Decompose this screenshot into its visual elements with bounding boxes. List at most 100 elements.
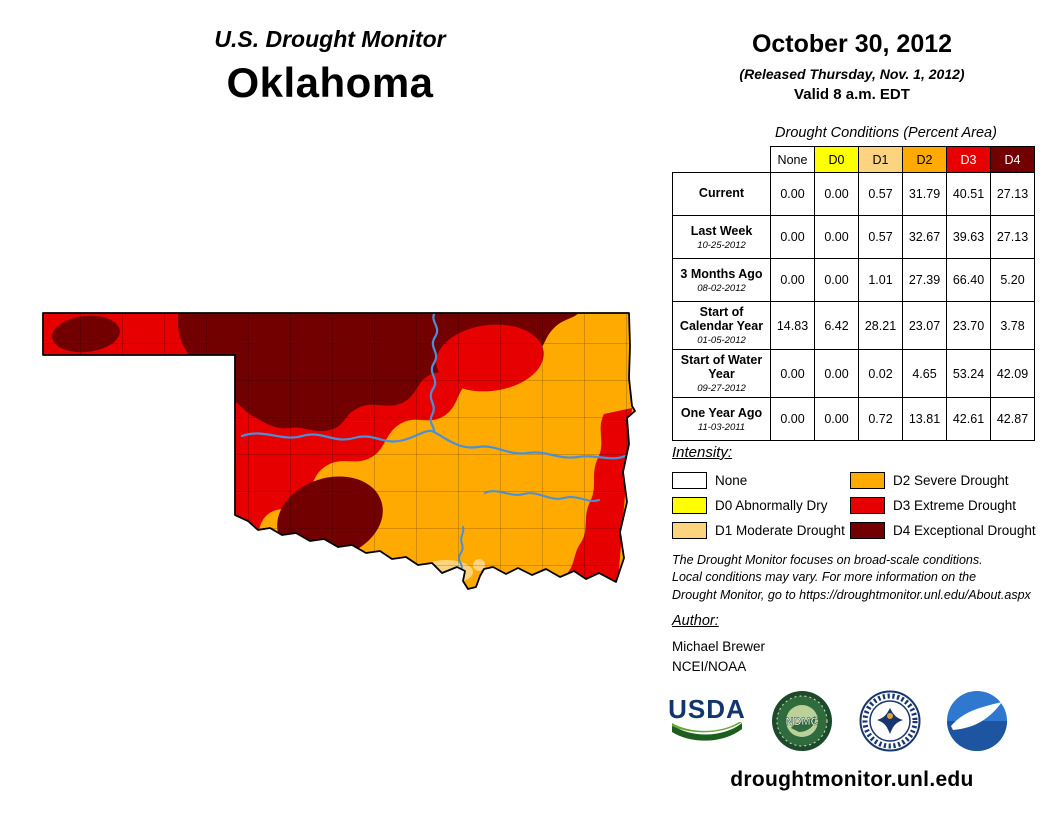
commerce-seal xyxy=(859,690,921,752)
row-label: 3 Months Ago 08-02-2012 xyxy=(672,258,771,302)
value-cell: 23.70 xyxy=(946,301,991,350)
value-cell: 0.00 xyxy=(814,172,859,216)
value-cell: 53.24 xyxy=(946,349,991,398)
page-title: U.S. Drought Monitor xyxy=(214,26,446,52)
county-lines xyxy=(43,313,635,589)
ndmc-logo-text: NDMC xyxy=(786,716,819,728)
col-d2: D2 xyxy=(902,146,947,173)
table-row: Start of Calendar Year 01-05-2012 14.83 6… xyxy=(672,301,1035,350)
map-date: October 30, 2012 xyxy=(751,30,953,58)
date-block: October 30, 2012 (Released Thursday, Nov… xyxy=(664,30,1040,103)
row-label: Current xyxy=(672,172,771,216)
value-cell: 0.00 xyxy=(770,172,815,216)
d2-swatch xyxy=(850,472,885,489)
author-title: Author: xyxy=(672,613,719,629)
table-row: Start of Water Year 09-27-2012 0.00 0.00 … xyxy=(672,349,1035,398)
value-cell: 27.13 xyxy=(990,172,1035,216)
disclaimer-line: Drought Monitor, go to https://droughtmo… xyxy=(672,587,1031,602)
usda-swoosh-icon xyxy=(672,719,742,741)
ndmc-logo: NDMC xyxy=(772,691,833,751)
col-d1: D1 xyxy=(858,146,903,173)
value-cell: 0.72 xyxy=(858,397,903,441)
author-org: NCEI/NOAA xyxy=(672,659,747,674)
value-cell: 1.01 xyxy=(858,258,903,302)
oklahoma-drought-map xyxy=(42,312,636,590)
noaa-logo xyxy=(946,691,1007,751)
none-swatch xyxy=(672,472,707,489)
disclaimer-line: Local conditions may vary. For more info… xyxy=(672,570,977,585)
row-label: Start of Water Year 09-27-2012 xyxy=(672,349,771,398)
table-row: 3 Months Ago 08-02-2012 0.00 0.00 1.01 27… xyxy=(672,258,1035,302)
disclaimer: The Drought Monitor focuses on broad-sca… xyxy=(672,552,1044,604)
value-cell: 42.87 xyxy=(990,397,1035,441)
value-cell: 32.67 xyxy=(902,215,947,259)
col-none: None xyxy=(770,146,815,173)
value-cell: 14.83 xyxy=(770,301,815,350)
row-label: One Year Ago 11-03-2011 xyxy=(672,397,771,441)
drought-table: None D0 D1 D2 D3 D4 Current 0.00 0.00 0.… xyxy=(672,146,1035,441)
row-label: Last Week 10-25-2012 xyxy=(672,215,771,259)
table-row: Current 0.00 0.00 0.57 31.79 40.51 27.13 xyxy=(672,172,1035,216)
value-cell: 6.42 xyxy=(814,301,859,350)
value-cell: 31.79 xyxy=(902,172,947,216)
legend-item: None xyxy=(672,472,850,489)
value-cell: 28.21 xyxy=(858,301,903,350)
value-cell: 13.81 xyxy=(902,397,947,441)
value-cell: 42.61 xyxy=(946,397,991,441)
row-date: 01-05-2012 xyxy=(697,335,746,346)
river-central xyxy=(240,429,627,460)
value-cell: 0.00 xyxy=(770,397,815,441)
value-cell: 39.63 xyxy=(946,215,991,259)
river-north xyxy=(429,313,439,434)
value-cell: 66.40 xyxy=(946,258,991,302)
table-title: Drought Conditions (Percent Area) xyxy=(775,125,997,141)
col-d4: D4 xyxy=(990,146,1035,173)
value-cell: 0.57 xyxy=(858,172,903,216)
d3-swatch xyxy=(850,497,885,514)
value-cell: 0.57 xyxy=(858,215,903,259)
legend-title: Intensity: xyxy=(672,444,733,461)
legend-item: D0 Abnormally Dry xyxy=(672,497,850,514)
value-cell: 0.00 xyxy=(770,349,815,398)
value-cell: 0.00 xyxy=(770,258,815,302)
legend: Intensity: None D0 Abnormally Dry D1 Mod… xyxy=(672,444,1040,539)
usda-logo: USDA xyxy=(668,696,746,747)
col-d3: D3 xyxy=(946,146,991,173)
author-name: Michael Brewer xyxy=(672,639,766,654)
value-cell: 0.00 xyxy=(814,258,859,302)
row-date: 10-25-2012 xyxy=(697,239,746,251)
value-cell: 4.65 xyxy=(902,349,947,398)
usda-logo-text: USDA xyxy=(668,693,746,724)
table-row: Last Week 10-25-2012 0.00 0.00 0.57 32.67… xyxy=(672,215,1035,259)
author-block: Author: Michael Brewer NCEI/NOAA xyxy=(672,613,765,674)
row-date: 11-03-2011 xyxy=(697,421,746,433)
state-outline xyxy=(42,312,636,590)
footer-url: droughtmonitor.unl.edu xyxy=(730,768,974,791)
value-cell: 0.00 xyxy=(814,215,859,259)
logo-row: USDA NDMC xyxy=(668,690,1008,752)
value-cell: 42.09 xyxy=(990,349,1035,398)
disclaimer-line: The Drought Monitor focuses on broad-sca… xyxy=(672,553,983,567)
released-date: (Released Thursday, Nov. 1, 2012) xyxy=(739,66,965,82)
value-cell: 23.07 xyxy=(902,301,947,350)
table-row: One Year Ago 11-03-2011 0.00 0.00 0.72 13… xyxy=(672,397,1035,441)
row-label: Start of Calendar Year 01-05-2012 xyxy=(672,301,771,350)
value-cell: 27.39 xyxy=(902,258,947,302)
legend-item: D1 Moderate Drought xyxy=(672,522,850,539)
value-cell: 0.00 xyxy=(770,215,815,259)
value-cell: 0.00 xyxy=(814,349,859,398)
valid-time: Valid 8 a.m. EDT xyxy=(794,86,910,103)
table-header-row: None D0 D1 D2 D3 D4 xyxy=(672,146,1035,173)
d4-swatch xyxy=(850,522,885,539)
d0-swatch xyxy=(672,497,707,514)
legend-item: D4 Exceptional Drought xyxy=(850,522,1036,539)
legend-item: D3 Extreme Drought xyxy=(850,497,1036,514)
state-name: Oklahoma xyxy=(226,59,434,106)
value-cell: 5.20 xyxy=(990,258,1035,302)
d1-swatch xyxy=(672,522,707,539)
value-cell: 27.13 xyxy=(990,215,1035,259)
value-cell: 0.02 xyxy=(858,349,903,398)
legend-item: D2 Severe Drought xyxy=(850,472,1036,489)
title-block: U.S. Drought Monitor Oklahoma xyxy=(118,26,542,107)
row-date: 08-02-2012 xyxy=(697,282,746,294)
